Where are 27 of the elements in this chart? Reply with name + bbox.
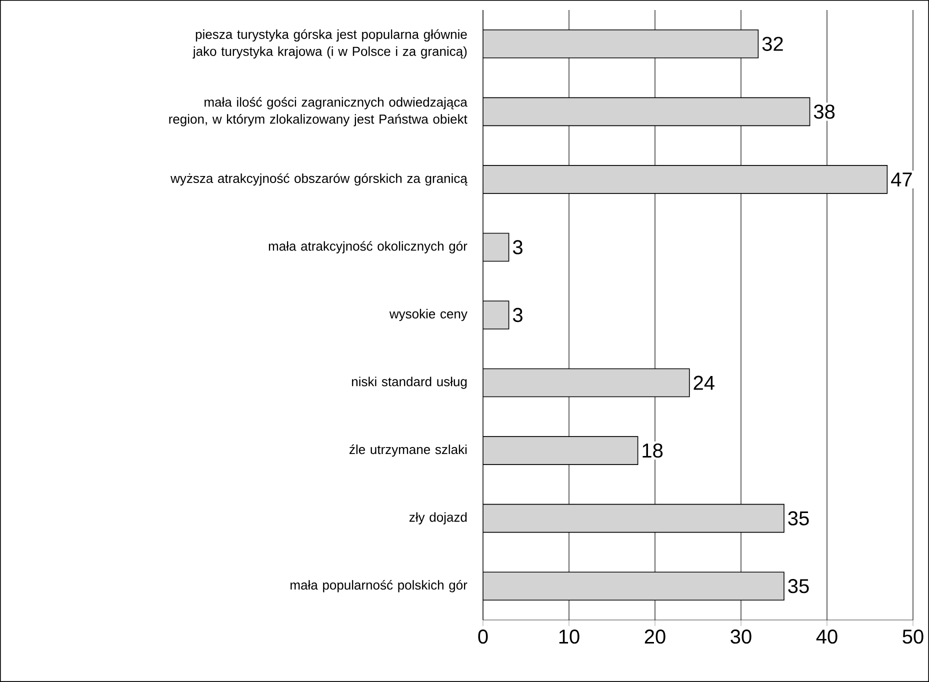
data-label: 47 [891,172,912,186]
y-tick-label: zły dojazd [409,512,467,524]
y-tick-label: źle utrzymane szlaki [350,444,467,457]
y-tick-label: niski standard usług [352,376,467,389]
data-label: 18 [642,443,663,458]
y-tick-label: wyższa atrakcyjność obszarów górskich za granicą [170,173,468,186]
data-label: 35 [788,511,809,526]
x-tick-label: 0 [478,630,488,644]
y-tick-label: mała popularność polskich gór [290,580,468,592]
y-tick-label: mała atrakcyjność okolicznych gór [268,241,468,254]
x-tick-label: 40 [816,630,838,644]
bar [483,436,638,465]
data-label: 3 [512,240,522,254]
y-tick-label: mała ilość gości zagranicznych odwiedzająca region, w którym zlokalizowany jest Państwa obiekt [169,97,468,126]
data-label: 38 [814,104,835,119]
data-label: 35 [788,579,809,594]
bar [483,165,888,194]
y-tick-label: piesza turystyka górska jest popularna głównie jako turystyka krajowa (i w Polsce i za granicą) [192,29,467,59]
data-label: 24 [694,376,714,390]
data-label: 32 [762,36,783,51]
x-tick-label: 50 [902,630,924,644]
bar [483,97,810,126]
x-tick-label: 10 [559,630,580,644]
x-tick-label: 20 [644,630,666,644]
data-label: 3 [512,308,522,322]
y-tick-label: wysokie ceny [389,308,468,322]
x-tick-label: 30 [730,630,752,644]
